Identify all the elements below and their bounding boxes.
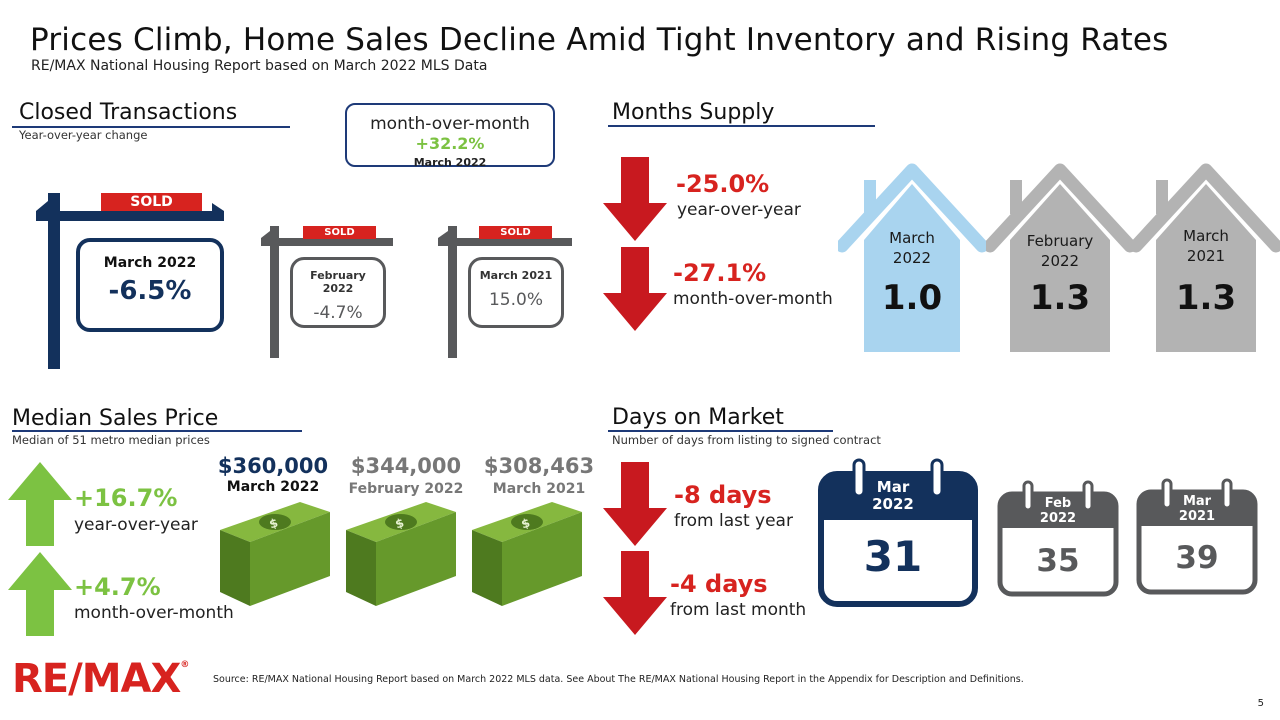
page-title: Prices Climb, Home Sales Decline Amid Ti… — [30, 22, 1169, 58]
calendar-icon — [818, 458, 978, 607]
sold-tag: SOLD — [479, 226, 552, 239]
money-stack-icon: $ — [220, 502, 330, 606]
remax-logo: RE/MAX® — [12, 656, 189, 702]
sign-value: -4.7% — [313, 303, 363, 323]
price-value: $360,000 — [217, 454, 329, 478]
house-icon — [986, 163, 1134, 352]
dom-mom-desc: from last month — [670, 600, 807, 620]
svg-text:$: $ — [519, 516, 531, 532]
house-label-line2: 2021 — [1186, 247, 1226, 266]
page-subtitle: RE/MAX National Housing Report based on … — [31, 58, 488, 74]
price-value: $344,000 — [350, 454, 462, 478]
house-icon — [1132, 163, 1280, 352]
sign-post-icon — [36, 193, 224, 369]
down-arrow-icon — [603, 157, 667, 241]
sign-panel: February 2022 -4.7% — [290, 257, 386, 328]
svg-text:$: $ — [267, 516, 279, 532]
dom-yoy-desc: from last year — [674, 511, 793, 531]
mom-period: March 2022 — [413, 156, 487, 169]
msp-yoy-value: +16.7% — [74, 484, 178, 512]
calendar-year: 2021 — [1178, 508, 1216, 524]
ms-yoy-value: -25.0% — [676, 170, 770, 198]
sign-period: March 2021 — [479, 269, 553, 282]
sign-panel: March 2021 15.0% — [468, 257, 564, 328]
calendar-icon — [1136, 478, 1258, 595]
calendar-month: Mar — [1182, 494, 1212, 509]
sign-post-icon — [438, 226, 572, 358]
down-arrow-icon — [603, 247, 667, 331]
money-stack-icon: $ — [346, 502, 456, 606]
house-value: 1.0 — [881, 278, 943, 318]
price-value: $308,463 — [483, 454, 595, 478]
sign-period: February 2022 — [310, 269, 366, 295]
median-price-subtitle: Median of 51 metro median prices — [12, 433, 210, 447]
house-label-line2: 2022 — [1040, 252, 1080, 271]
up-arrow-icon — [8, 462, 72, 546]
calendar-value: 39 — [1175, 540, 1219, 576]
house-label-line2: 2022 — [892, 249, 932, 268]
mom-callout-box: month-over-month +32.2% March 2022 — [345, 103, 555, 169]
dom-mom-value: -4 days — [670, 570, 768, 598]
mom-label: month-over-month — [370, 114, 530, 134]
calendar-value: 31 — [863, 532, 923, 581]
price-period: March 2022 — [226, 479, 320, 495]
price-period: March 2021 — [492, 481, 586, 497]
ms-mom-value: -27.1% — [673, 259, 767, 287]
days-on-market-subtitle: Number of days from listing to signed co… — [612, 433, 881, 447]
calendar-year: 2022 — [1039, 510, 1077, 526]
msp-mom-value: +4.7% — [74, 573, 161, 601]
up-arrow-icon — [8, 552, 72, 636]
calendar-value: 35 — [1036, 543, 1080, 579]
price-period: February 2022 — [348, 481, 464, 497]
ms-mom-desc: month-over-month — [673, 289, 833, 309]
mom-value: +32.2% — [415, 134, 485, 153]
sold-tag: SOLD — [101, 193, 202, 211]
msp-mom-desc: month-over-month — [74, 603, 234, 623]
dom-yoy-value: -8 days — [674, 481, 772, 509]
msp-yoy-desc: year-over-year — [74, 515, 198, 535]
house-label-line1: March — [1183, 227, 1229, 245]
source-note: Source: RE/MAX National Housing Report b… — [213, 674, 1024, 685]
down-arrow-icon — [603, 551, 667, 635]
house-value: 1.3 — [1175, 278, 1237, 318]
section-underline — [12, 430, 302, 432]
calendar-month: Feb — [1044, 496, 1072, 511]
calendar-icon — [997, 480, 1119, 597]
section-underline — [608, 125, 875, 127]
page-number: 5 — [1257, 698, 1264, 709]
section-underline — [12, 126, 290, 128]
closed-transactions-title: Closed Transactions — [19, 100, 238, 125]
house-value: 1.3 — [1029, 278, 1091, 318]
calendar-month: Mar — [876, 478, 910, 496]
section-underline — [608, 430, 833, 432]
down-arrow-icon — [603, 462, 667, 546]
house-label-line1: February — [1026, 232, 1094, 250]
ms-yoy-desc: year-over-year — [677, 200, 801, 220]
sold-tag: SOLD — [303, 226, 376, 239]
months-supply-title: Months Supply — [612, 100, 775, 125]
calendar-year: 2022 — [872, 495, 914, 514]
sign-post-icon — [261, 226, 393, 358]
days-on-market-title: Days on Market — [612, 405, 784, 430]
sign-period: March 2022 — [103, 255, 197, 271]
sign-value: -6.5% — [108, 276, 192, 306]
money-stack-icon: $ — [472, 502, 582, 606]
registered-mark: ® — [180, 660, 189, 670]
house-icon — [838, 163, 986, 352]
house-label-line1: March — [889, 229, 935, 247]
sign-value: 15.0% — [488, 290, 543, 310]
median-price-title: Median Sales Price — [12, 406, 219, 431]
sign-panel: March 2022 -6.5% — [76, 238, 224, 332]
svg-text:$: $ — [393, 516, 405, 532]
closed-transactions-subtitle: Year-over-year change — [19, 128, 148, 142]
